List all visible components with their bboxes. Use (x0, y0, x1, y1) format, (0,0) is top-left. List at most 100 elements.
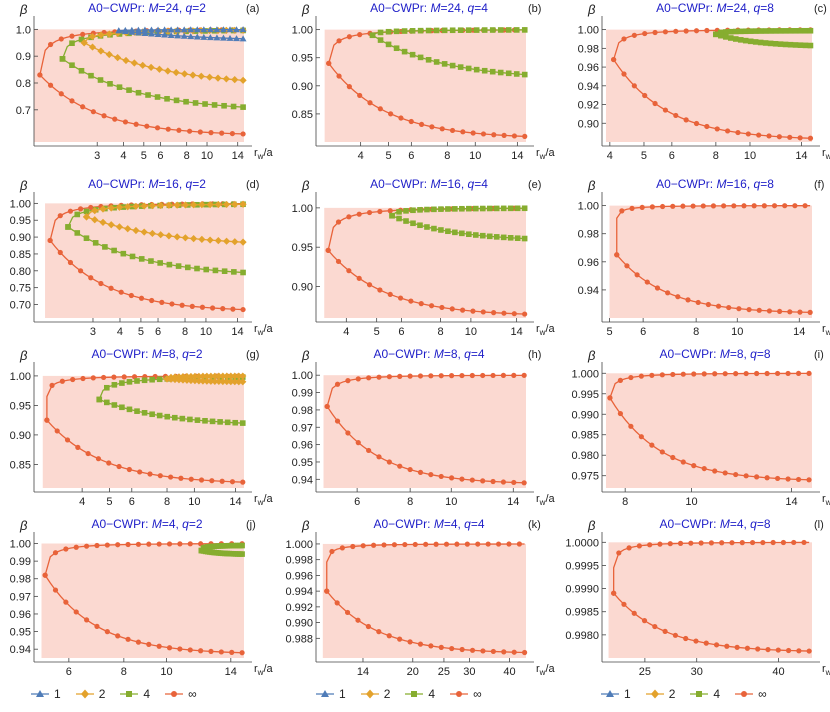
series-2-point (206, 73, 214, 81)
shaded-region (41, 543, 245, 658)
x-tick-label: 5 (138, 326, 144, 338)
y-tick-label: 0.95 (292, 53, 313, 65)
series-2-point (222, 200, 231, 209)
y-tick-label: 1.00 (10, 539, 31, 551)
series-1-point (180, 26, 188, 33)
series-inf-point (480, 131, 487, 137)
series-inf-point (84, 543, 90, 549)
series-inf-point (659, 372, 665, 378)
x-axis-label: rw/a (822, 493, 830, 507)
series-inf-point (329, 548, 335, 555)
series-inf-point (460, 307, 466, 313)
series-4-point (141, 377, 148, 384)
series-inf-point (345, 430, 351, 436)
series-4-point (459, 205, 465, 212)
series-inf-point (469, 372, 475, 379)
series-inf-point (149, 297, 155, 304)
y-tick-label: 0.98 (578, 43, 599, 55)
series-inf-point (693, 120, 700, 127)
series-inf-point (80, 375, 86, 382)
series-inf-point (344, 609, 351, 616)
x-axis-label: rw/a (254, 493, 274, 507)
series-2-point (214, 74, 222, 82)
series-inf-point (336, 73, 342, 79)
series-inf-point (177, 541, 183, 547)
x-axis-label: rw/a (536, 147, 556, 161)
series-inf-point (42, 572, 48, 578)
series-inf-point (624, 263, 630, 269)
series-inf-point (169, 301, 175, 307)
series-inf-point (135, 541, 142, 547)
series-4-point (240, 104, 246, 110)
series-inf-point (704, 27, 710, 34)
series-inf-point (334, 381, 341, 387)
series-4-point (111, 402, 118, 408)
series-inf-point (397, 636, 403, 642)
legend-marker-icon (75, 689, 94, 699)
series-4-point (83, 208, 90, 215)
series-inf-point (626, 545, 632, 551)
series-4-point (173, 97, 180, 104)
x-tick-label: 25 (438, 666, 450, 678)
series-2-point (190, 235, 198, 243)
series-inf-point (157, 473, 163, 479)
series-inf-point (356, 275, 362, 281)
series-inf-point (795, 476, 802, 483)
series-4-point (481, 67, 488, 74)
series-inf-point (357, 32, 363, 38)
series-4-point (183, 98, 189, 105)
series-2-point (148, 229, 157, 238)
series-inf-point (345, 378, 351, 384)
series-inf-point (649, 442, 655, 448)
series-4-point (377, 37, 384, 43)
series-2-point (195, 377, 203, 385)
series-inf-point (511, 479, 517, 486)
series-2-point (175, 376, 183, 384)
series-2-point (239, 76, 247, 84)
panel-label: (d) (246, 179, 259, 191)
series-2-point (99, 218, 107, 226)
series-4-point (747, 38, 754, 45)
series-4-point (732, 28, 739, 35)
series-4-point (479, 232, 486, 239)
series-inf-point (771, 203, 778, 209)
series-inf-point (522, 311, 528, 317)
x-tick-label: 6 (398, 326, 404, 338)
series-inf-point (179, 302, 185, 308)
legend-label: 2 (98, 687, 106, 701)
series-inf-point (638, 434, 644, 440)
series-inf-point (521, 480, 527, 486)
series-2-point (231, 372, 239, 380)
series-2-point (227, 372, 235, 380)
series-4-point (116, 84, 123, 90)
legend-item-2: 2 (75, 687, 106, 701)
series-1-point (206, 34, 214, 41)
series-inf-point (611, 590, 617, 596)
y-axis-label: β (301, 2, 310, 17)
series-4-point (486, 205, 493, 212)
series-4-point (111, 247, 117, 254)
series-4-point (807, 42, 814, 49)
series-4-point (149, 376, 155, 383)
x-tick-label: 6 (129, 496, 135, 508)
series-inf-point (642, 92, 648, 99)
series-2-point (181, 234, 189, 242)
series-4-point (767, 28, 774, 34)
y-tick-label: 1.00 (10, 198, 31, 210)
series-inf-point (346, 268, 352, 274)
series-inf-point (621, 601, 627, 607)
series-4-point (231, 269, 237, 275)
series-inf-point (398, 115, 404, 121)
y-tick-label: 0.99 (292, 388, 313, 400)
series-4-point (157, 260, 163, 266)
series-inf-point (721, 203, 727, 209)
series-4-point (69, 40, 75, 47)
series-inf-point (685, 297, 691, 303)
series-4-point (772, 40, 779, 47)
series-inf-point (744, 645, 751, 651)
y-tick-label: 0.95 (292, 242, 313, 254)
series-4-point (129, 253, 136, 260)
legend-marker-icon (120, 691, 139, 697)
series-inf-point (335, 219, 342, 225)
series-4-point (239, 551, 245, 557)
